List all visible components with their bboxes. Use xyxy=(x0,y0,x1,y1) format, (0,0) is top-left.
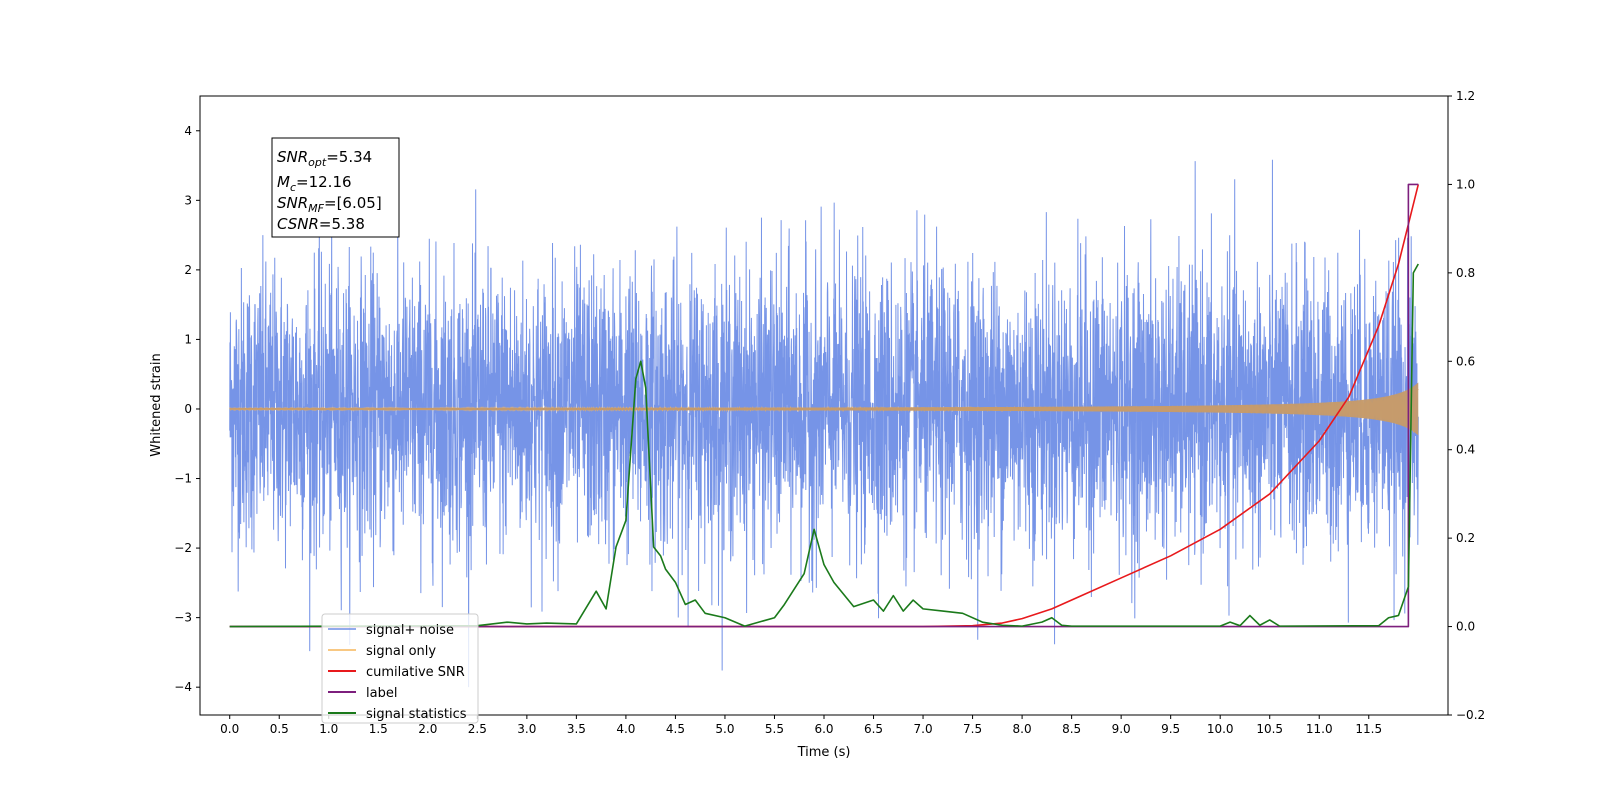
info-box: SNRopt=5.34 Mc=12.16 SNRMF=[6.05] CSNR=5… xyxy=(271,137,400,238)
legend-label: cumilative SNR xyxy=(366,665,465,680)
y-tick-label: 3 xyxy=(184,193,192,207)
x-tick-label: 7.5 xyxy=(963,722,982,736)
x-axis: 0.0 0.5 1.0 1.5 2.0 2.5 3.0 3.5 4.0 4.5 5.0 5.5 6.0 6… xyxy=(220,715,1382,736)
x-tick-label: 2.5 xyxy=(468,722,487,736)
x-tick-label: 1.5 xyxy=(369,722,388,736)
y-axis-left: −4 −3 −2 −1 0 1 2 3 4 xyxy=(174,124,200,694)
x-tick-label: 10.0 xyxy=(1207,722,1234,736)
series-layer xyxy=(229,159,1420,688)
x-tick-label: 11.5 xyxy=(1355,722,1382,736)
x-tick-label: 7.0 xyxy=(914,722,933,736)
legend-frame xyxy=(321,613,479,724)
y2-tick-label: 0.0 xyxy=(1456,620,1475,634)
y-tick-label: −3 xyxy=(174,611,192,625)
x-tick-label: 6.5 xyxy=(864,722,883,736)
legend-label: signal only xyxy=(366,644,436,659)
y-tick-label: −4 xyxy=(174,680,192,694)
x-tick-label: 8.5 xyxy=(1062,722,1081,736)
y-tick-label: 1 xyxy=(184,332,192,346)
x-tick-label: 9.5 xyxy=(1161,722,1180,736)
y2-tick-label: 0.4 xyxy=(1456,443,1475,457)
x-tick-label: 5.5 xyxy=(765,722,784,736)
x-tick-label: 11.0 xyxy=(1306,722,1333,736)
info-snr-mf: SNRMF=[6.05] xyxy=(277,194,382,215)
info-csnr: CSNR=5.38 xyxy=(277,215,365,233)
y2-tick-label: 1.2 xyxy=(1456,89,1475,103)
series-label-line xyxy=(229,183,1419,628)
y2-tick-label: 0.8 xyxy=(1456,266,1475,280)
x-tick-label: 9.0 xyxy=(1112,722,1131,736)
legend-label: signal statistics xyxy=(366,707,467,722)
y2-tick-label: −0.2 xyxy=(1456,708,1485,722)
y2-tick-label: 0.6 xyxy=(1456,354,1475,368)
info-box-frame xyxy=(271,137,400,238)
x-tick-label: 4.0 xyxy=(616,722,635,736)
info-mc: Mc=12.16 xyxy=(277,173,352,194)
y-tick-label: −2 xyxy=(174,541,192,555)
y-tick-label: 2 xyxy=(184,263,192,277)
x-tick-label: 1.0 xyxy=(319,722,338,736)
series-cumilative-snr-line xyxy=(229,184,1420,628)
y-tick-label: −1 xyxy=(174,472,192,486)
y-tick-label: 4 xyxy=(184,124,192,138)
y-axis-label: Whitened strain xyxy=(149,353,164,456)
series-signal-noise-line xyxy=(229,159,1419,688)
legend-label: signal+ noise xyxy=(366,623,454,638)
x-tick-label: 3.0 xyxy=(517,722,536,736)
x-tick-label: 5.0 xyxy=(715,722,734,736)
x-tick-label: 10.5 xyxy=(1256,722,1283,736)
series-signal-only-envelope xyxy=(229,382,1419,436)
y2-tick-label: 1.0 xyxy=(1456,177,1475,191)
y-tick-label: 0 xyxy=(184,402,192,416)
x-tick-label: 0.0 xyxy=(220,722,239,736)
x-tick-label: 3.5 xyxy=(567,722,586,736)
x-axis-label: Time (s) xyxy=(797,745,851,760)
x-tick-label: 0.5 xyxy=(270,722,289,736)
series-signal-statistics-line xyxy=(229,263,1419,628)
y2-tick-label: 0.2 xyxy=(1456,531,1475,545)
x-tick-label: 2.0 xyxy=(418,722,437,736)
x-tick-label: 8.0 xyxy=(1013,722,1032,736)
y-axis-right: −0.2 0.0 0.2 0.4 0.6 0.8 1.0 1.2 xyxy=(1448,89,1485,722)
legend-label: label xyxy=(366,686,397,701)
x-tick-label: 6.0 xyxy=(814,722,833,736)
x-tick-label: 4.5 xyxy=(666,722,685,736)
legend: signal+ noise signal only cumilative SNR la… xyxy=(321,613,479,724)
info-snr-opt: SNRopt=5.34 xyxy=(277,148,372,169)
